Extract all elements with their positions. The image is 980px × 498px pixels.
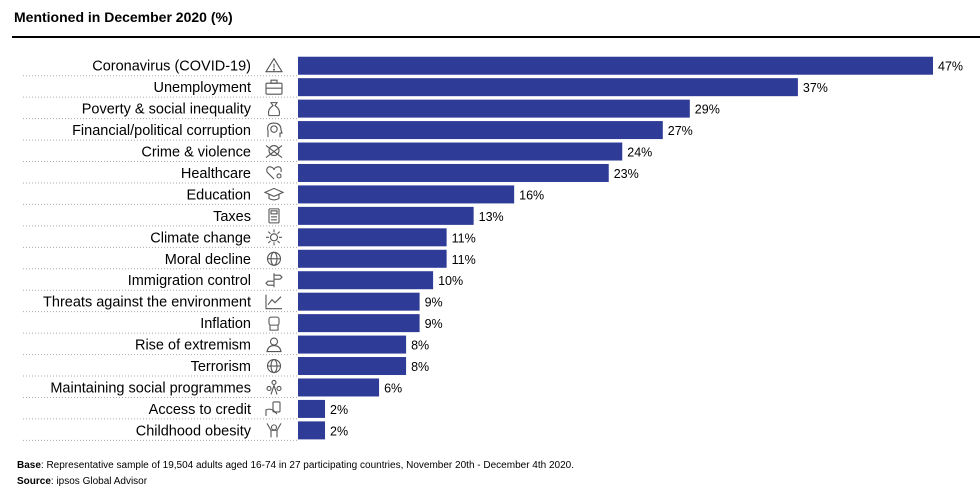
value-label: 9%	[425, 296, 443, 310]
bar	[298, 357, 407, 376]
value-label: 9%	[425, 317, 443, 331]
base-label: Base	[17, 460, 41, 471]
bar	[298, 335, 407, 354]
value-label: 11%	[452, 253, 476, 267]
globe-target-icon	[266, 358, 282, 374]
value-label: 27%	[668, 124, 693, 138]
category-label: Crime & violence	[141, 145, 251, 161]
base-text: : Representative sample of 19,504 adults…	[40, 460, 575, 471]
category-label: Taxes	[213, 209, 251, 225]
title-rule	[12, 36, 980, 38]
category-label: Immigration control	[128, 273, 251, 289]
briefcase-icon	[265, 79, 283, 95]
source-text: : ipsos Global Advisor	[50, 476, 148, 487]
value-label: 11%	[452, 231, 476, 245]
category-label: Access to credit	[149, 402, 251, 418]
category-label: Rise of extremism	[135, 338, 251, 354]
bar-chart: Coronavirus (COVID-19) 47% Unemployment 37%…	[23, 56, 963, 441]
value-label: 2%	[330, 403, 348, 417]
category-label: Childhood obesity	[136, 423, 252, 439]
heart-stethoscope-icon	[266, 166, 282, 180]
bar	[298, 271, 434, 290]
value-label: 8%	[411, 360, 429, 374]
category-label: Maintaining social programmes	[50, 380, 251, 396]
bar	[298, 163, 609, 182]
category-label: Moral decline	[165, 252, 251, 268]
graduation-cap-icon	[263, 187, 285, 201]
value-label: 8%	[411, 339, 429, 353]
people-icon	[266, 379, 282, 395]
value-label: 29%	[695, 103, 720, 117]
source-label: Source	[17, 476, 51, 487]
dollar-head-icon	[267, 122, 283, 138]
fist-icon	[268, 316, 280, 331]
value-label: 23%	[614, 167, 639, 181]
bar	[298, 78, 798, 97]
bar	[298, 121, 663, 140]
category-label: Terrorism	[191, 359, 251, 375]
value-label: 16%	[519, 188, 544, 202]
bar	[298, 206, 474, 225]
value-label: 2%	[330, 424, 348, 438]
base-footnote: Base: Representative sample of 19,504 ad…	[17, 460, 574, 471]
value-label: 24%	[627, 146, 652, 160]
chart-title: Mentioned in December 2020 (%)	[14, 9, 233, 25]
category-label: Climate change	[150, 230, 251, 246]
category-label: Coronavirus (COVID-19)	[92, 59, 251, 75]
value-label: 37%	[803, 81, 828, 95]
person-arms-up-icon	[266, 423, 282, 438]
bar	[298, 292, 420, 311]
money-bag-icon	[267, 102, 281, 117]
value-label: 6%	[384, 381, 402, 395]
category-label: Unemployment	[153, 80, 251, 96]
category-label: Education	[187, 187, 252, 203]
bar	[298, 56, 933, 75]
signpost-icon	[265, 273, 283, 288]
bar	[298, 99, 690, 118]
bar	[298, 421, 326, 440]
skull-icon	[265, 144, 283, 158]
bar	[298, 228, 447, 247]
bar	[298, 378, 380, 397]
source-footnote: Source: ipsos Global Advisor	[17, 476, 147, 487]
line-chart-icon	[265, 294, 282, 310]
person-icon	[266, 337, 282, 353]
value-label: 13%	[479, 210, 504, 224]
bar	[298, 314, 420, 333]
calculator-icon	[268, 208, 280, 224]
category-label: Healthcare	[181, 166, 251, 182]
value-label: 10%	[438, 274, 463, 288]
bar	[298, 185, 515, 204]
sun-icon	[266, 229, 282, 246]
bar	[298, 142, 623, 161]
bar	[298, 399, 326, 418]
globe-icon	[266, 251, 282, 266]
category-label: Inflation	[200, 316, 251, 332]
category-label: Financial/political corruption	[72, 123, 251, 139]
category-label: Threats against the environment	[43, 295, 251, 311]
hand-card-icon	[265, 401, 281, 416]
bar	[298, 249, 447, 268]
category-label: Poverty & social inequality	[82, 102, 252, 118]
value-label: 47%	[938, 60, 963, 74]
warning-icon	[265, 57, 283, 73]
